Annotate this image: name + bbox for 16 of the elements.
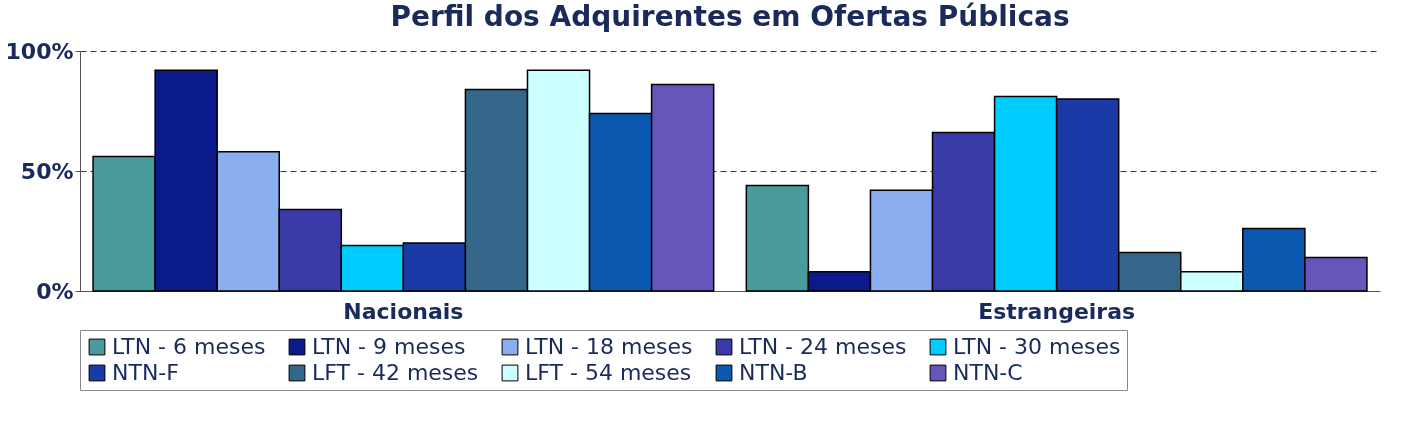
legend-label: LFT - 42 meses <box>312 360 479 385</box>
legend-label: LTN - 9 meses <box>312 334 466 359</box>
legend-label: LFT - 54 meses <box>525 360 692 385</box>
y-tick-label: 50% <box>20 158 74 184</box>
legend-label: NTN-B <box>739 360 808 385</box>
y-tick-label: 0% <box>36 278 74 304</box>
chart-title: Perfil dos Adquirentes em Ofertas Públicas <box>390 0 1070 33</box>
legend-label: LTN - 18 meses <box>525 334 693 359</box>
legend-label: NTN-C <box>953 360 1023 385</box>
y-tick-label: 100% <box>5 38 74 64</box>
x-tick-label: Estrangeiras <box>978 298 1136 324</box>
legend-label: NTN-F <box>112 360 179 385</box>
legend-label: LTN - 24 meses <box>739 334 907 359</box>
legend-label: LTN - 6 meses <box>112 334 266 359</box>
x-tick-label: Nacionais <box>343 298 464 324</box>
legend-label: LTN - 30 meses <box>953 334 1121 359</box>
